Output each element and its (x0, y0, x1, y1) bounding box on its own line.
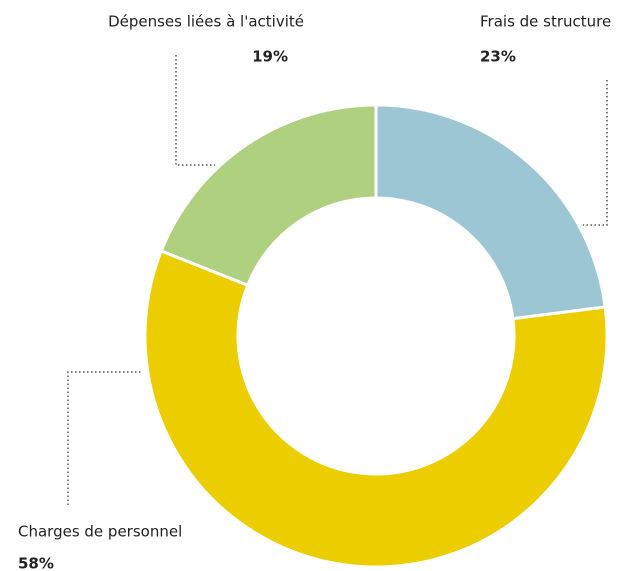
slice-label: Charges de personnel (18, 523, 182, 541)
value-label: 23% (480, 48, 516, 66)
value-label: 19% (252, 48, 288, 66)
value-label: 58% (18, 555, 54, 571)
leader-line (583, 80, 608, 226)
slice-label: Dépenses liées à l'activité (108, 13, 304, 31)
slice-label: Frais de structure (480, 13, 611, 31)
leader-line (67, 371, 142, 505)
leader-line (175, 55, 215, 166)
slice (159, 103, 378, 288)
slice (374, 103, 607, 321)
slice (143, 249, 609, 569)
